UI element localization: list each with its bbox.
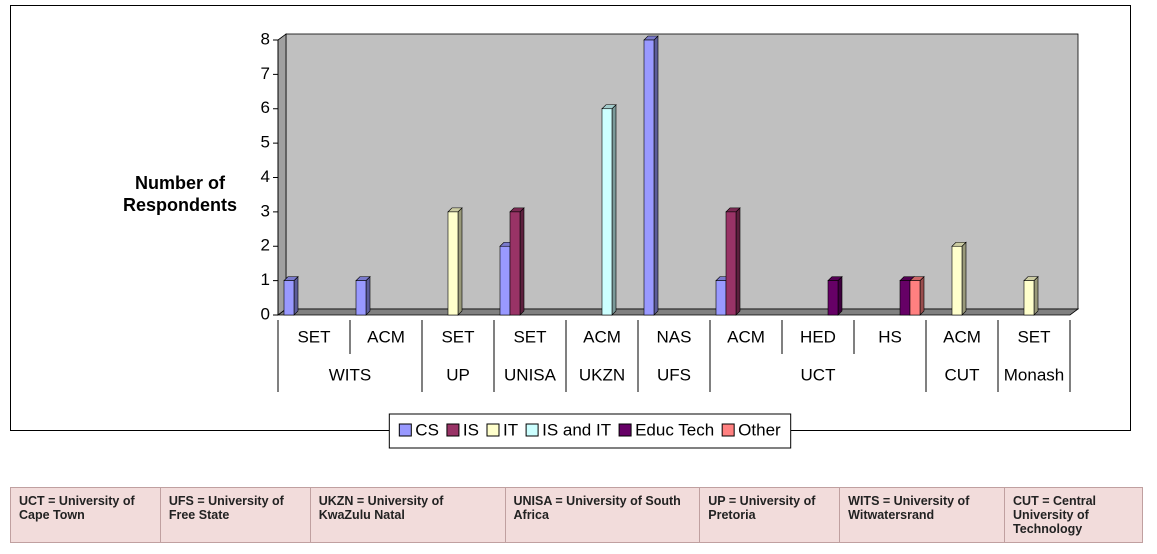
group-label: UFS [657, 365, 691, 384]
bar-side [653, 35, 659, 316]
bar [499, 245, 511, 316]
bar [355, 280, 367, 316]
x-tick-label: ACM [727, 327, 765, 346]
chart: 0 1 2 3 4 5 6 7 8 SET ACM SET SET ACM NAS ACM HED HS ACM SE… [261, 29, 1080, 449]
y-tick-label: 0 [261, 304, 270, 323]
bar-side [961, 241, 967, 316]
bar [643, 39, 655, 316]
bar-side [293, 275, 299, 316]
y-tick-label: 1 [261, 270, 270, 289]
bar-side [611, 104, 617, 316]
x-tick-label: ACM [367, 327, 405, 346]
legend: CS IS IT IS and IT Educ Tech Other [388, 413, 792, 449]
legend-swatch [398, 423, 412, 437]
group-label: UCT [801, 365, 836, 384]
bar-side [519, 207, 525, 316]
bar [447, 211, 459, 316]
y-tick-label: 2 [261, 236, 270, 255]
table-cell: UFS = University of Free State [159, 487, 311, 543]
group-label: CUT [945, 365, 980, 384]
table-row: UCT = University of Cape Town UFS = Unive… [10, 487, 1143, 543]
x-tick-label: HED [800, 327, 836, 346]
legend-swatch [721, 423, 735, 437]
legend-label: CS [415, 420, 439, 439]
plot-wall [285, 33, 1079, 310]
x-tick-label: NAS [657, 327, 692, 346]
bar-side [1033, 275, 1039, 316]
y-axis-title: Number of Respondents [122, 173, 237, 215]
table-cell: CUT = Central University of Technology [1004, 487, 1143, 543]
x-tick-label: SET [513, 327, 546, 346]
bar-side [365, 275, 371, 316]
x-tick-label: ACM [583, 327, 621, 346]
table-cell: UCT = University of Cape Town [10, 487, 161, 543]
bar [509, 211, 521, 316]
group-label: UP [446, 365, 470, 384]
legend-label: IS and IT [542, 420, 611, 439]
x-tick-label: SET [441, 327, 474, 346]
legend-label: IT [503, 420, 518, 439]
bar [715, 280, 727, 316]
legend-swatch [486, 423, 500, 437]
y-tick-label: 4 [261, 167, 270, 186]
table-cell: UP = University of Pretoria [699, 487, 841, 543]
y-tick-label: 8 [261, 29, 270, 48]
legend-swatch [446, 423, 460, 437]
group-label: UNISA [504, 365, 557, 384]
table-cell: UKZN = University of KwaZulu Natal [309, 487, 506, 543]
legend-swatch [525, 423, 539, 437]
side-wall [277, 33, 287, 316]
bar [899, 280, 911, 316]
bar [725, 211, 737, 316]
legend-label: Other [738, 420, 781, 439]
legend-label: Educ Tech [635, 420, 714, 439]
legend-label: IS [463, 420, 479, 439]
group-label: UKZN [579, 365, 625, 384]
bar [827, 280, 839, 316]
bar [283, 280, 295, 316]
x-tick-label: SET [297, 327, 330, 346]
y-tick-label: 5 [261, 133, 270, 152]
bar-side [457, 207, 463, 316]
group-label: Monash [1004, 365, 1064, 384]
group-label: WITS [329, 365, 372, 384]
x-tick-label: ACM [943, 327, 981, 346]
bar [909, 280, 921, 316]
legend-table: UCT = University of Cape Town UFS = Unive… [10, 487, 1143, 543]
table-cell: UNISA = University of South Africa [504, 487, 701, 543]
table-cell: WITS = University of Witwatersrand [839, 487, 1006, 543]
bar [1023, 280, 1035, 316]
bar-side [735, 207, 741, 316]
y-tick-label: 3 [261, 201, 270, 220]
bar [601, 108, 613, 316]
bar [951, 245, 963, 316]
legend-swatch [618, 423, 632, 437]
x-tick-label: HS [878, 327, 902, 346]
bar-side [837, 275, 843, 316]
x-tick-label: SET [1017, 327, 1050, 346]
y-tick-label: 6 [261, 98, 270, 117]
y-tick-label: 7 [261, 64, 270, 83]
bar-side [919, 275, 925, 316]
